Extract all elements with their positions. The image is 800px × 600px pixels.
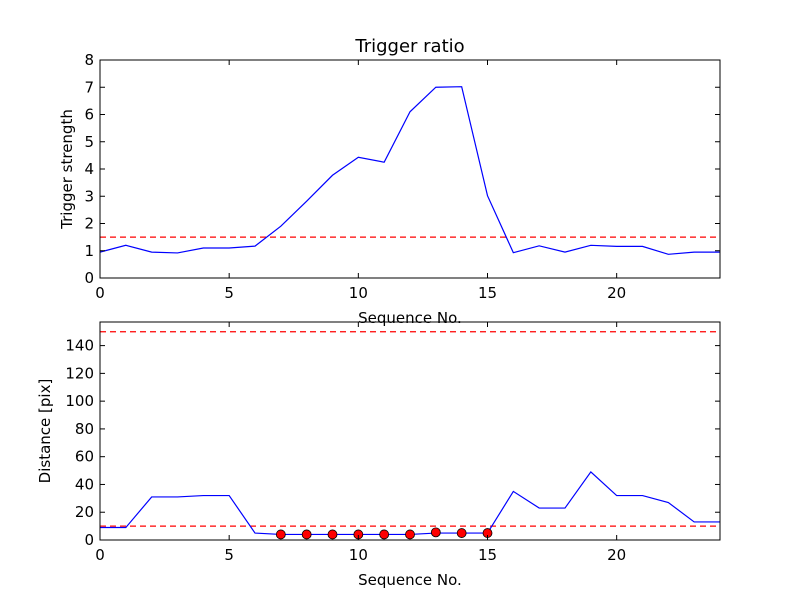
- trigger-x-tick-label-10: 10: [349, 284, 368, 302]
- trigger-y-tick-label-8: 8: [84, 51, 94, 69]
- trigger-y-tick-label-6: 6: [84, 106, 94, 124]
- distance-series-line-0: [100, 471, 720, 536]
- distance-x-axis-label: Sequence No.: [358, 571, 462, 589]
- trigger-y-tick-label-1: 1: [84, 242, 94, 260]
- trigger-y-tick-label-2: 2: [84, 215, 94, 233]
- trigger-y-tick-label-4: 4: [84, 160, 94, 178]
- distance-y-tick-label-60: 60: [75, 448, 94, 466]
- trigger-y-tick-label-7: 7: [84, 78, 94, 96]
- distance-marker-13: [430, 527, 441, 538]
- distance-x-tick-label-5: 5: [224, 546, 234, 564]
- distance-x-tick-label-0: 0: [95, 546, 105, 564]
- distance-x-tick-label-10: 10: [349, 546, 368, 564]
- distance-marker-14: [456, 528, 467, 538]
- distance-marker-7: [275, 529, 286, 540]
- trigger-y-tick-label-0: 0: [84, 269, 94, 287]
- distance-x-tick-label-15: 15: [478, 546, 497, 564]
- trigger-y-tick-label-5: 5: [84, 133, 94, 151]
- trigger-series-line-0: [99, 86, 720, 255]
- trigger-chart-title: Trigger ratio: [354, 36, 464, 57]
- distance-x-tick-label-20: 20: [607, 546, 626, 564]
- distance-y-tick-label-80: 80: [75, 420, 94, 438]
- distance-y-tick-label-100: 100: [65, 392, 94, 410]
- trigger-x-tick-label-5: 5: [224, 284, 234, 302]
- distance-y-tick-label-20: 20: [75, 503, 94, 521]
- trigger-x-tick-label-0: 0: [95, 284, 105, 302]
- trigger-ratio-panel: 0 5 10 15 20 0 1 2 3 4 5 6 7 8 Sequence No. Trigger str…: [58, 36, 721, 327]
- trigger-plot-frame: [99, 59, 721, 279]
- distance-marker-12: [405, 529, 415, 540]
- distance-y-tick-label-0: 0: [84, 531, 94, 549]
- distance-y-tick-label-40: 40: [75, 475, 94, 493]
- distance-marker-8: [301, 529, 312, 540]
- distance-marker-11: [379, 529, 390, 540]
- trigger-x-tick-label-20: 20: [607, 284, 626, 302]
- distance-y-tick-label-140: 140: [65, 337, 94, 355]
- trigger-x-tick-label-15: 15: [478, 284, 497, 302]
- distance-plot-frame: [99, 321, 721, 541]
- distance-y-axis-label: Distance [pix]: [36, 379, 54, 484]
- distance-y-tick-label-120: 120: [65, 364, 94, 382]
- distance-marker-9: [327, 529, 338, 540]
- trigger-y-tick-label-3: 3: [84, 187, 94, 205]
- trigger-x-axis-label: Sequence No.: [358, 309, 462, 327]
- trigger-y-axis-label: Trigger strength: [58, 109, 76, 230]
- distance-panel: 0 5 10 15 20 0 20 40 60 80 100 120 140 Sequence No. Di…: [36, 321, 721, 589]
